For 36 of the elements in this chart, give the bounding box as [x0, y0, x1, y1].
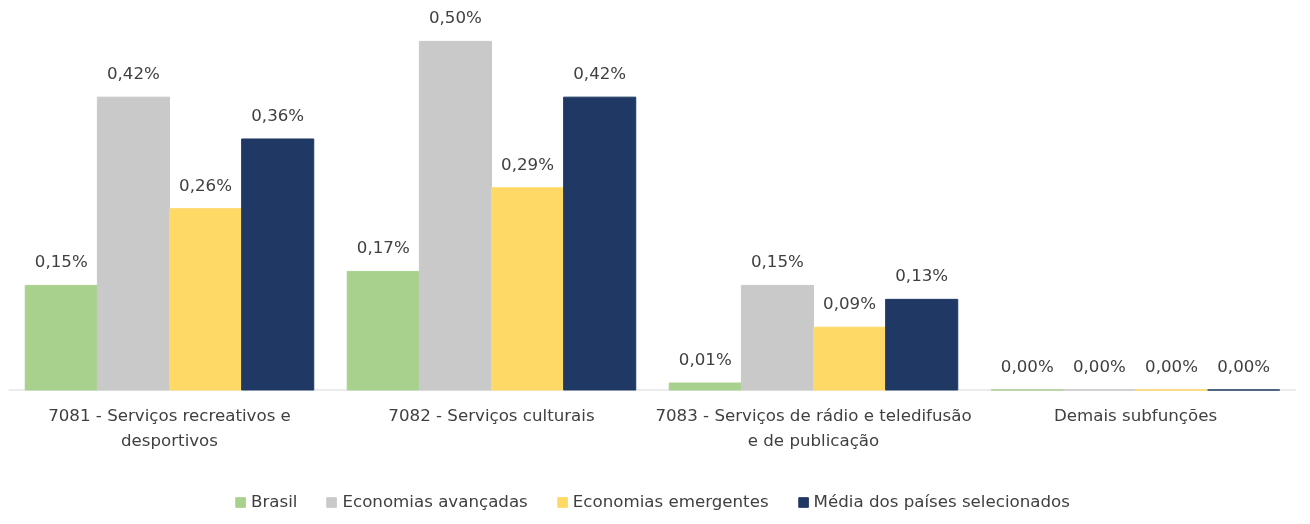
- bar: [885, 298, 959, 391]
- data-label: 0,29%: [501, 154, 555, 174]
- x-tick-label: Demais subfunções: [1053, 405, 1218, 425]
- bar: [418, 40, 492, 391]
- bar: [24, 284, 98, 391]
- x-tick-label: 7082 - Serviços culturais: [388, 405, 595, 425]
- data-label: 0,00%: [1072, 356, 1126, 376]
- data-label: 0,09%: [823, 294, 877, 314]
- data-label: 0,26%: [179, 175, 233, 195]
- bar: [668, 382, 742, 391]
- bar: [740, 284, 814, 391]
- data-label: 0,01%: [678, 350, 732, 370]
- x-tick-label: 7083 - Serviços de rádio e teledifusão e de publicação: [655, 405, 972, 450]
- data-label: 0,50%: [428, 8, 482, 28]
- legend-label: Economias avançadas: [342, 492, 528, 511]
- legend-label: Média dos países selecionados: [813, 492, 1070, 511]
- data-label: 0,00%: [1217, 356, 1271, 376]
- data-label: 0,15%: [34, 252, 88, 272]
- bar: [563, 96, 637, 391]
- bar: [241, 138, 315, 391]
- data-label: 0,17%: [356, 238, 410, 258]
- x-tick-label: 7081 - Serviços recreativos e desportivos: [48, 405, 291, 450]
- data-label: 0,00%: [1145, 356, 1199, 376]
- bar: [169, 208, 243, 391]
- bar: [813, 326, 887, 391]
- data-label: 0,15%: [750, 252, 804, 272]
- bar: [96, 96, 170, 391]
- legend-label: Brasil: [251, 492, 298, 511]
- legend-label: Economias emergentes: [572, 492, 769, 511]
- data-label: 0,42%: [106, 64, 160, 84]
- data-label: 0,13%: [895, 266, 949, 286]
- data-label: 0,42%: [573, 64, 627, 84]
- data-label: 0,00%: [1000, 356, 1054, 376]
- data-label: 0,36%: [251, 105, 305, 125]
- bar: [491, 187, 565, 391]
- bar: [346, 270, 420, 391]
